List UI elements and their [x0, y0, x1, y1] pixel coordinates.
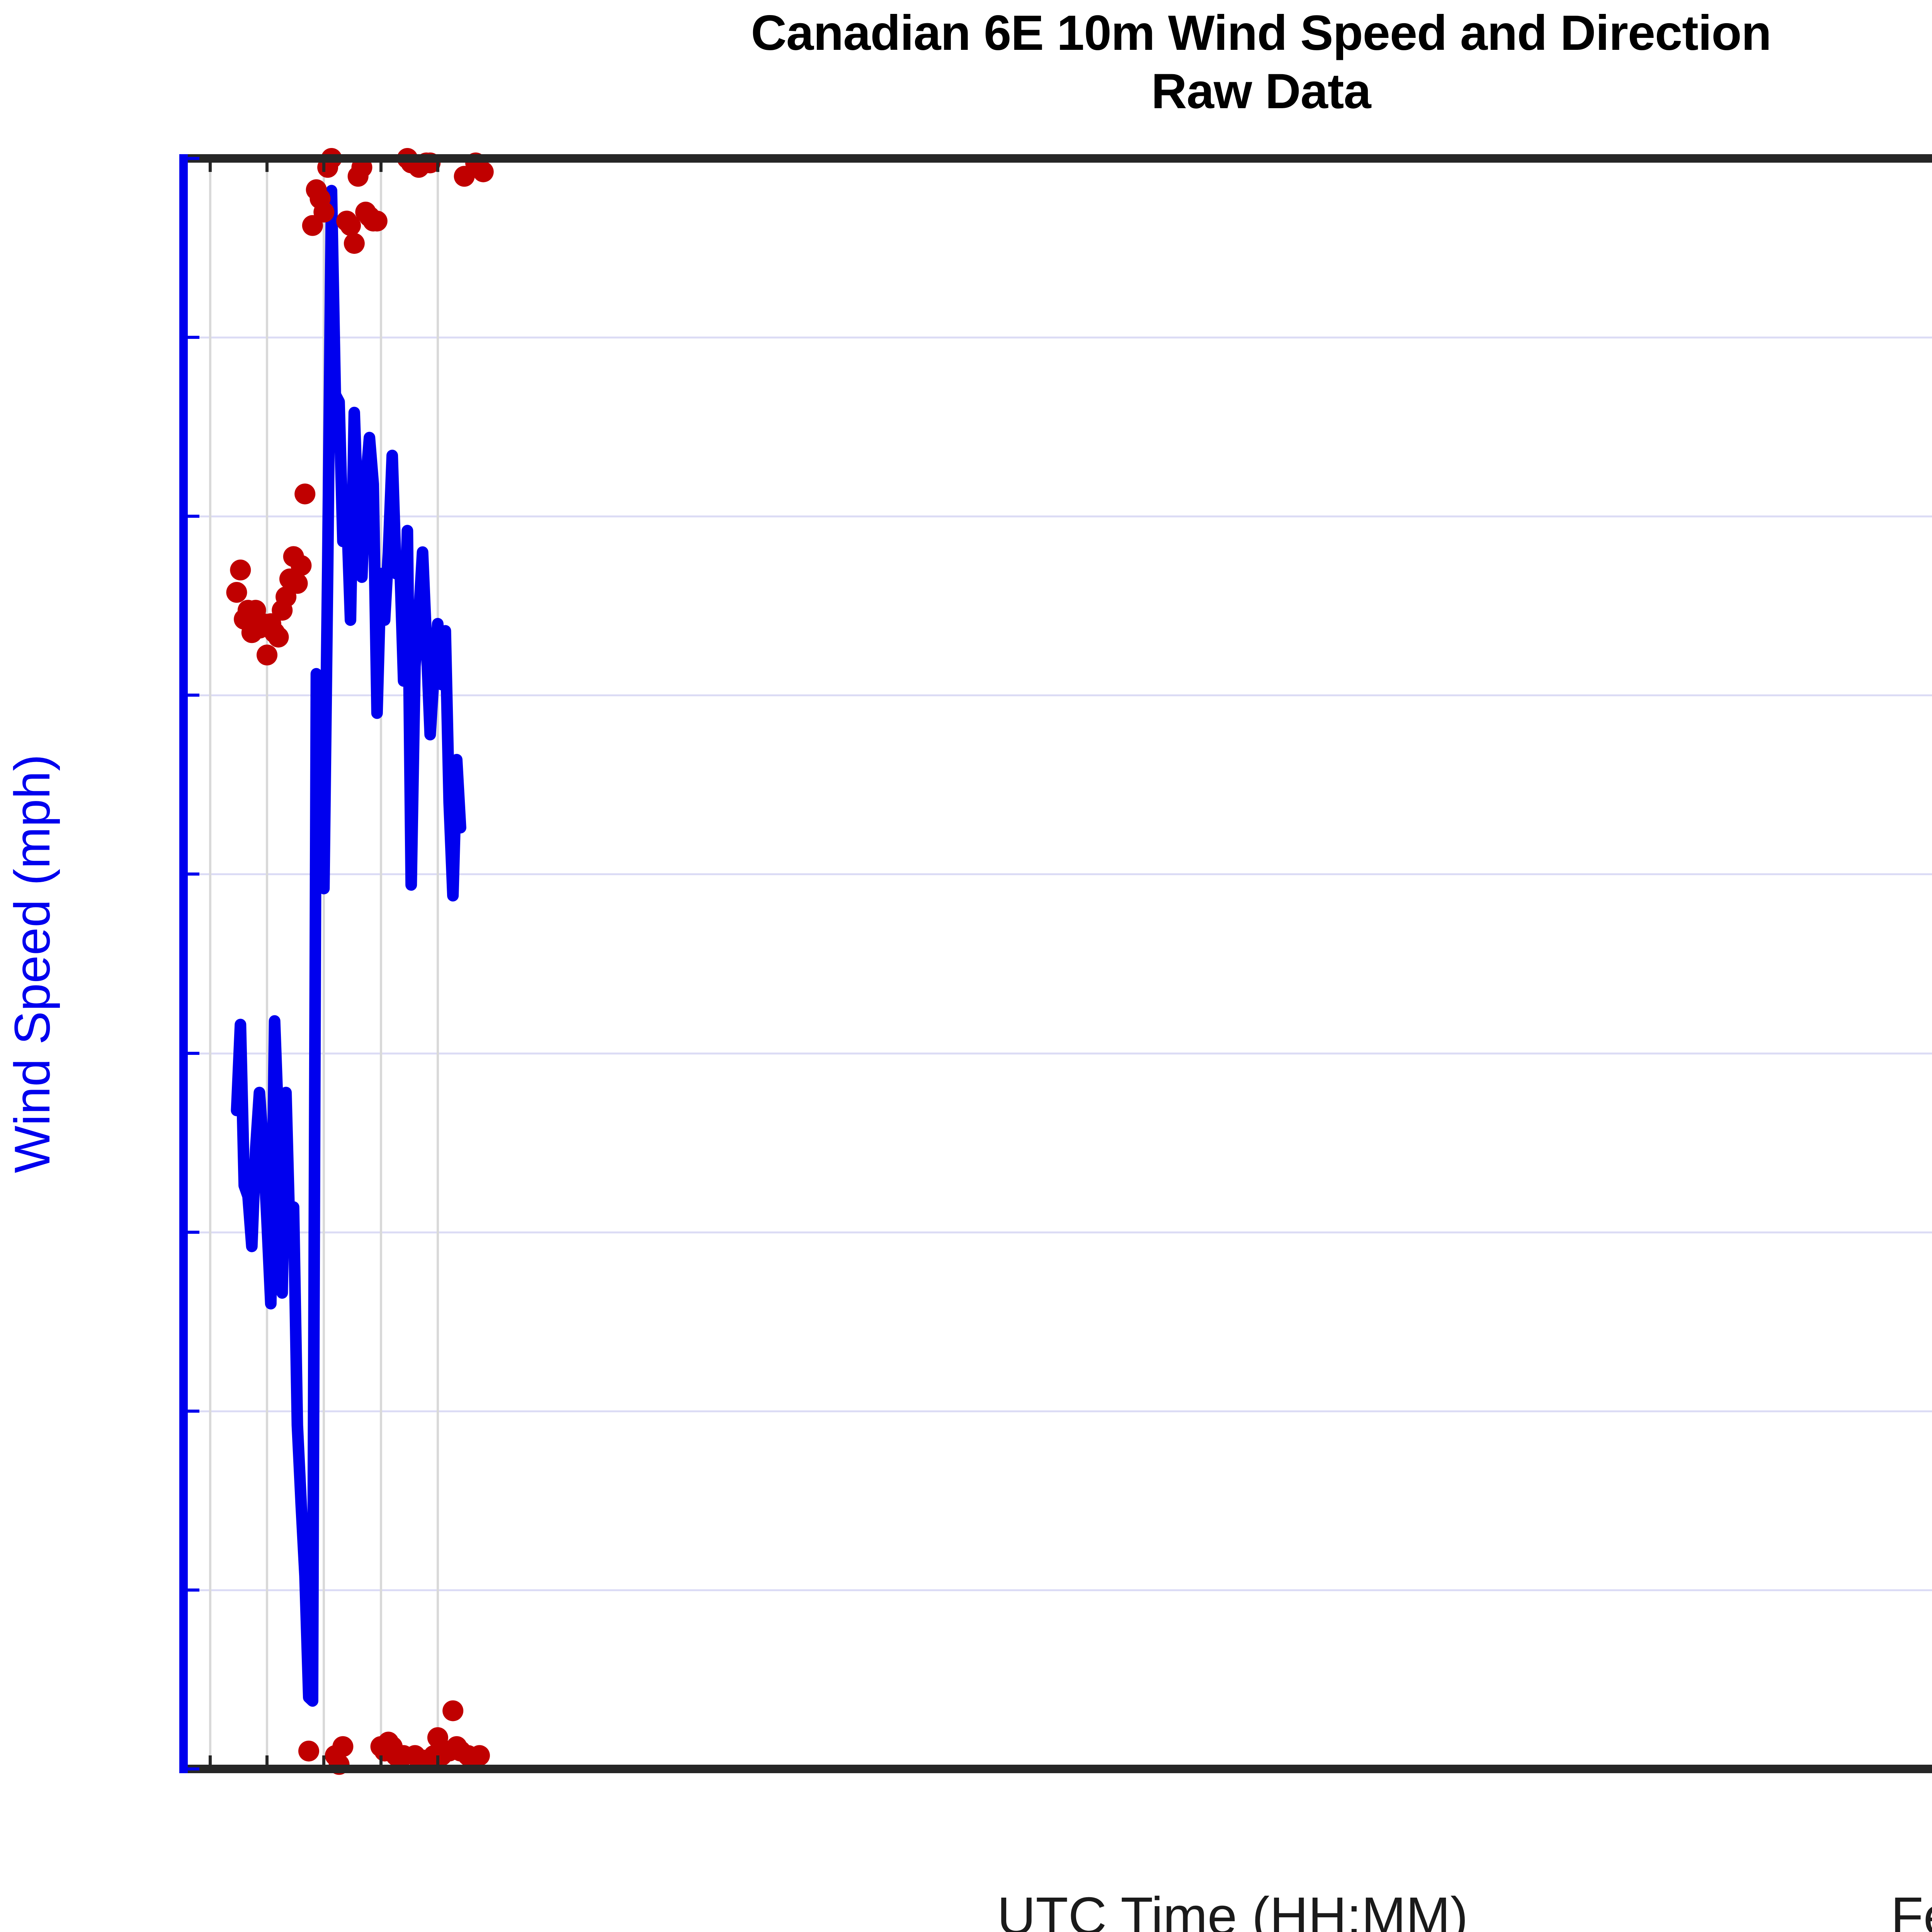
wind-direction-point	[226, 582, 247, 603]
left-axis-tick-mark	[179, 872, 199, 876]
gridline-vertical	[266, 158, 269, 1769]
wind-speed-line	[231, 185, 466, 1707]
left-axis-tick-mark	[179, 1409, 199, 1413]
gridline-horizontal	[184, 694, 1932, 697]
left-axis-tick-mark	[179, 1051, 199, 1055]
x-axis-tick-mark-top	[379, 154, 383, 172]
x-axis-tick-mark	[208, 1755, 212, 1773]
wind-direction-point	[257, 645, 278, 666]
gridline-horizontal	[184, 1231, 1932, 1233]
gridline-vertical	[209, 158, 211, 1769]
x-axis-tick-mark-top	[436, 154, 439, 172]
chart-subtitle-line-2: Raw Data	[1151, 64, 1371, 119]
wind-direction-point	[473, 161, 494, 182]
plot-area: 55504540353025201510 3503002502001501005…	[4, 148, 1932, 1775]
gridline-horizontal	[184, 873, 1932, 876]
chart-title-line-1: Canadian 6E 10m Wind Speed and Direction	[751, 5, 1771, 61]
gridline-horizontal	[184, 515, 1932, 518]
gridline-horizontal	[184, 1410, 1932, 1412]
wind-direction-point	[287, 573, 308, 594]
x-axis-tick-mark	[379, 1755, 383, 1773]
x-axis-tick-mark-top	[208, 154, 212, 172]
left-axis-tick-mark	[179, 1767, 199, 1770]
left-axis-tick-mark	[179, 336, 199, 339]
left-axis-tick-mark	[179, 694, 199, 697]
wind-direction-point	[442, 1700, 464, 1721]
gridline-horizontal	[184, 337, 1932, 339]
wind-direction-point	[340, 215, 361, 236]
wind-direction-point	[294, 483, 316, 505]
wind-direction-point	[313, 201, 335, 223]
chart-title-block: Canadian 6E 10m Wind Speed and Direction…	[0, 0, 1932, 121]
x-axis-tick-mark	[436, 1755, 439, 1773]
axis-bottom	[184, 1765, 1932, 1773]
x-axis-tick-mark	[265, 1755, 269, 1773]
wind-direction-point	[291, 555, 312, 576]
wind-direction-point	[344, 233, 365, 254]
left-axis-tick-mark	[179, 515, 199, 518]
gridline-horizontal	[184, 1589, 1932, 1591]
wind-direction-point	[366, 211, 388, 232]
x-axis-tick-mark-top	[265, 154, 269, 172]
x-axis-date: Feb 27, 2024	[1891, 1886, 1932, 1932]
gridline-horizontal	[184, 1052, 1932, 1054]
data-series-layer	[226, 148, 494, 1775]
x-axis-tick-mark-top	[322, 154, 326, 172]
wind-direction-point	[230, 560, 251, 581]
gridline-vertical	[379, 158, 382, 1769]
wind-direction-point	[268, 626, 289, 648]
left-axis-title: Wind Speed (mph)	[4, 754, 60, 1173]
axis-top	[184, 154, 1932, 163]
plot-canvas: 55504540353025201510 3503002502001501005…	[4, 148, 1932, 1775]
x-axis-title: UTC Time (HH:MM)	[997, 1886, 1468, 1932]
wind-direction-point	[298, 1740, 320, 1762]
left-axis-tick-mark	[179, 157, 199, 160]
x-axis-tick-mark	[322, 1755, 326, 1773]
axis-left-wind-speed	[179, 154, 188, 1773]
gridline-vertical	[436, 158, 439, 1769]
left-axis-tick-mark	[179, 1588, 199, 1592]
left-axis-tick-mark	[179, 1230, 199, 1234]
wind-direction-scatter	[226, 148, 494, 1775]
wind-direction-point	[469, 1745, 490, 1766]
gridline-vertical	[323, 158, 325, 1769]
wind-direction-point	[332, 1736, 354, 1757]
